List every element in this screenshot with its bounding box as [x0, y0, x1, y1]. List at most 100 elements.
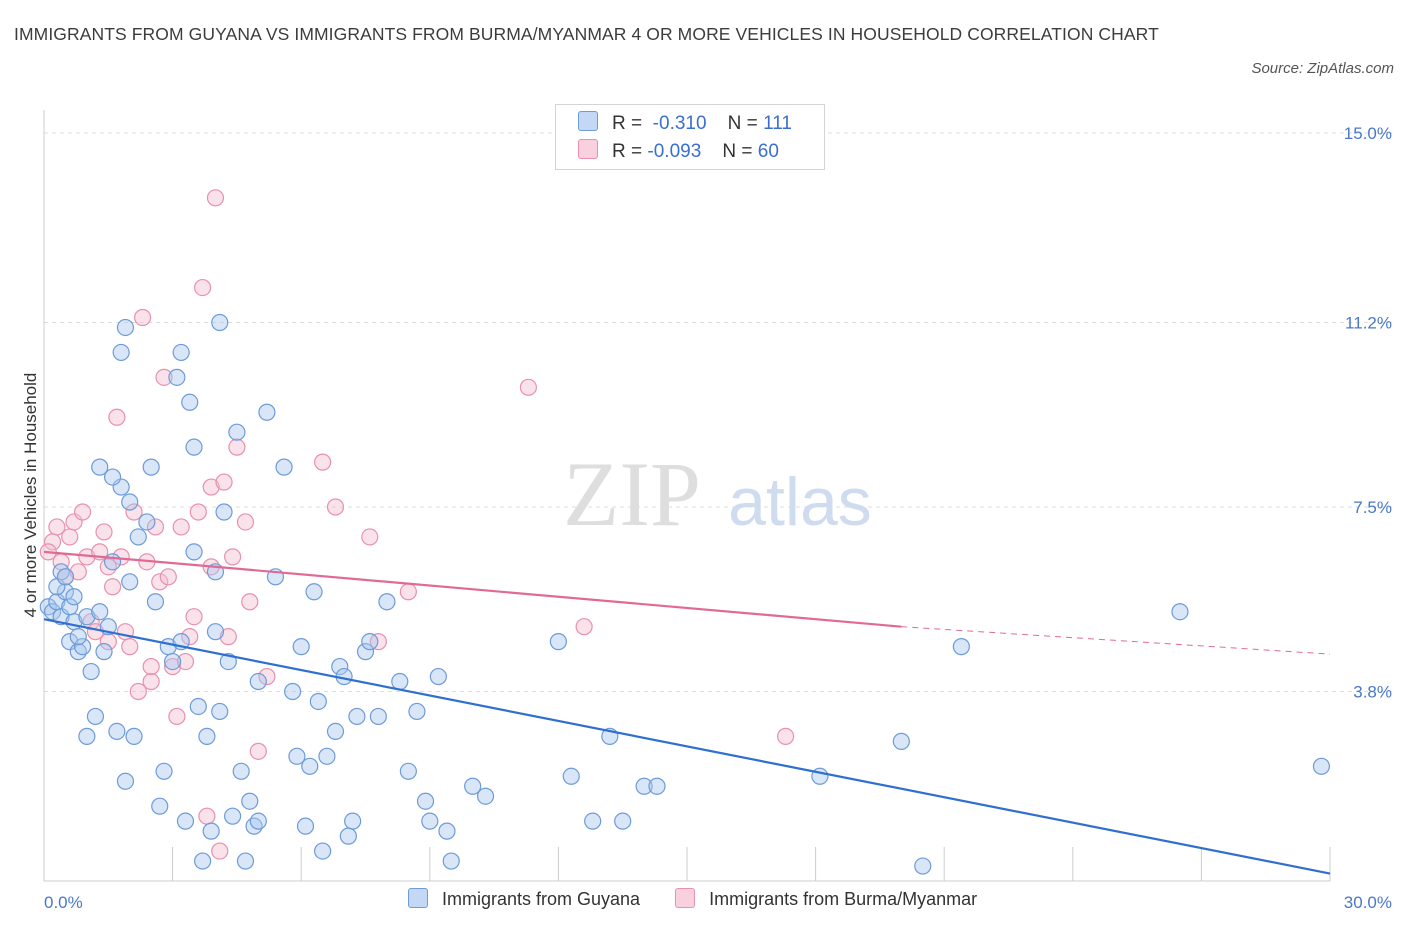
point-guyana: [562, 767, 580, 785]
point-burma: [164, 657, 182, 676]
point-guyana: [86, 707, 105, 726]
point-burma: [215, 473, 233, 491]
grid-lines: [44, 132, 1392, 693]
point-burma: [249, 742, 267, 760]
trend-lines: [43, 550, 1331, 875]
point-guyana: [421, 812, 439, 830]
point-burma: [108, 408, 126, 426]
point-guyana: [108, 722, 126, 741]
point-guyana: [61, 598, 79, 616]
point-burma: [314, 453, 332, 471]
point-guyana: [378, 593, 396, 611]
point-guyana: [56, 568, 75, 586]
legend-row-burma: R = -0.093 N = 60: [578, 139, 779, 165]
r-value-burma: -0.093: [647, 141, 702, 162]
point-burma: [129, 682, 147, 701]
point-guyana: [314, 842, 332, 860]
point-guyana: [1312, 757, 1331, 775]
point-burma: [69, 563, 87, 581]
legend-item-guyana: Immigrants from Guyana: [408, 888, 640, 910]
point-guyana: [914, 857, 932, 875]
point-burma: [181, 628, 199, 646]
point-guyana: [65, 588, 83, 606]
point-guyana: [82, 662, 100, 681]
point-guyana: [103, 468, 122, 486]
y-axis-label: 4 or more Vehicles in Household: [21, 373, 40, 618]
point-burma: [103, 578, 122, 596]
n-value-burma: 60: [757, 141, 779, 162]
point-guyana: [326, 722, 345, 741]
point-guyana: [476, 787, 495, 805]
point-guyana: [416, 792, 435, 810]
point-guyana: [176, 812, 195, 830]
point-burma: [133, 308, 152, 327]
y-tick-label: 15.0%: [1344, 124, 1392, 143]
point-guyana: [614, 812, 632, 830]
point-guyana: [211, 313, 229, 332]
point-guyana: [464, 777, 482, 795]
point-guyana: [301, 757, 319, 775]
point-burma: [159, 568, 177, 586]
point-guyana: [202, 822, 220, 840]
point-guyana: [151, 797, 169, 815]
point-burma: [151, 573, 169, 591]
point-burma: [189, 503, 207, 521]
point-guyana: [648, 777, 666, 795]
point-burma: [95, 523, 113, 541]
point-guyana: [181, 393, 199, 411]
point-burma: [361, 528, 379, 546]
point-guyana: [206, 623, 225, 641]
trend-line-guyana: [43, 618, 1331, 875]
point-guyana: [331, 657, 349, 676]
x-tick-label-min: 0.0%: [44, 893, 83, 912]
point-guyana: [361, 633, 379, 651]
point-burma: [219, 628, 237, 646]
point-guyana: [116, 318, 135, 337]
point-guyana: [296, 817, 315, 835]
point-guyana: [249, 812, 267, 830]
point-guyana: [189, 697, 207, 716]
point-guyana: [232, 762, 250, 780]
chart-title: IMMIGRANTS FROM GUYANA VS IMMIGRANTS FRO…: [14, 24, 1159, 44]
point-guyana: [391, 672, 409, 691]
point-burma: [236, 513, 255, 531]
point-guyana: [236, 852, 255, 870]
point-guyana: [112, 343, 130, 362]
point-guyana: [348, 707, 366, 726]
point-guyana: [369, 707, 387, 726]
point-guyana: [103, 553, 122, 571]
point-guyana: [121, 493, 139, 511]
n-value-guyana: 111: [763, 113, 792, 134]
point-guyana: [288, 747, 306, 765]
point-guyana: [91, 603, 109, 621]
point-burma: [125, 503, 143, 521]
point-guyana: [892, 732, 910, 750]
point-guyana: [344, 812, 362, 830]
point-guyana: [155, 762, 173, 780]
point-guyana: [198, 727, 216, 745]
point-guyana: [408, 702, 426, 721]
point-guyana: [95, 643, 113, 661]
point-burma: [198, 807, 216, 825]
point-guyana: [219, 652, 237, 671]
legend-swatch-pink: [578, 139, 598, 159]
point-burma: [61, 528, 79, 546]
legend-swatch-blue: [578, 111, 598, 131]
point-guyana: [318, 747, 336, 765]
x-tick-label-max: 30.0%: [1344, 893, 1392, 912]
point-guyana: [164, 652, 182, 671]
point-guyana: [224, 807, 242, 825]
point-burma: [399, 583, 417, 601]
point-guyana: [194, 852, 212, 870]
point-guyana: [228, 423, 246, 441]
point-guyana: [549, 633, 568, 651]
point-guyana: [73, 638, 92, 656]
trend-line-burma: [43, 550, 902, 628]
point-guyana: [284, 682, 302, 701]
point-guyana: [125, 727, 143, 745]
point-burma: [146, 518, 165, 536]
point-guyana: [168, 368, 186, 386]
point-guyana: [241, 792, 259, 810]
point-burma: [776, 727, 795, 745]
